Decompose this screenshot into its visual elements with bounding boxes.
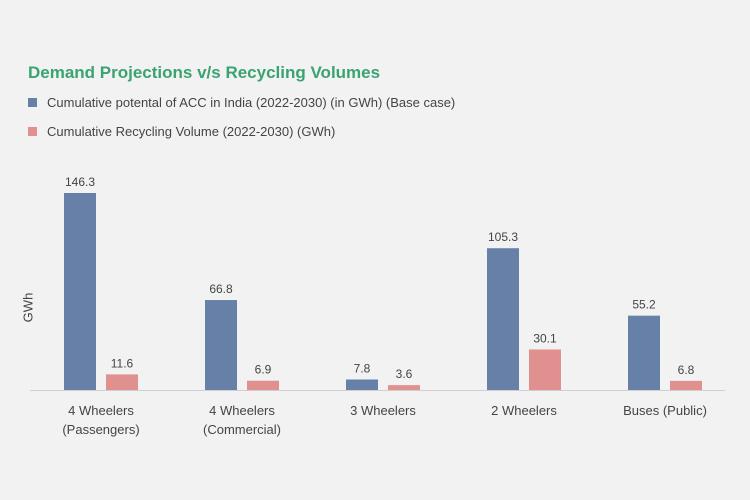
data-label-s0-1: 66.8: [209, 282, 233, 296]
bar-s1-1: [247, 380, 279, 390]
x-tick-label-0-0: 4 Wheelers: [68, 403, 134, 418]
data-label-s0-0: 146.3: [65, 175, 95, 189]
x-tick-label-1-0: 4 Wheelers: [209, 403, 275, 418]
data-label-s0-2: 7.8: [354, 361, 371, 375]
x-tick-label-4-0: Buses (Public): [623, 403, 707, 418]
bar-s1-3: [529, 349, 561, 390]
data-label-s0-3: 105.3: [488, 230, 518, 244]
data-label-s0-4: 55.2: [632, 298, 656, 312]
bar-s1-4: [670, 380, 702, 390]
legend-swatch-pink: [28, 127, 37, 136]
data-label-s1-0: 11.6: [111, 356, 134, 370]
data-label-s1-3: 30.1: [533, 331, 557, 345]
bar-s0-1: [205, 300, 237, 390]
chart-title: Demand Projections v/s Recycling Volumes: [28, 63, 381, 82]
x-tick-label-0-1: (Passengers): [62, 422, 139, 437]
bar-s1-2: [388, 385, 420, 390]
x-tick-label-1-1: (Commercial): [203, 422, 281, 437]
x-tick-label-2-0: 3 Wheelers: [350, 403, 416, 418]
bar-s0-4: [628, 315, 660, 390]
data-label-s1-1: 6.9: [255, 363, 272, 377]
legend-item-recycling-volume: Cumulative Recycling Volume (2022-2030) …: [28, 124, 335, 139]
bar-s0-2: [346, 379, 378, 390]
data-label-s1-4: 6.8: [678, 363, 695, 377]
x-tick-label-3-0: 2 Wheelers: [491, 403, 557, 418]
bar-s0-3: [487, 248, 519, 390]
bar-s1-0: [106, 374, 138, 390]
data-label-s1-2: 3.6: [396, 367, 413, 381]
legend-label: Cumulative potental of ACC in India (202…: [47, 95, 456, 110]
legend-swatch-blue: [28, 98, 37, 107]
legend-label: Cumulative Recycling Volume (2022-2030) …: [47, 124, 336, 139]
bar-s0-0: [64, 193, 96, 390]
legend-item-acc-potential: Cumulative potental of ACC in India (202…: [28, 95, 455, 110]
